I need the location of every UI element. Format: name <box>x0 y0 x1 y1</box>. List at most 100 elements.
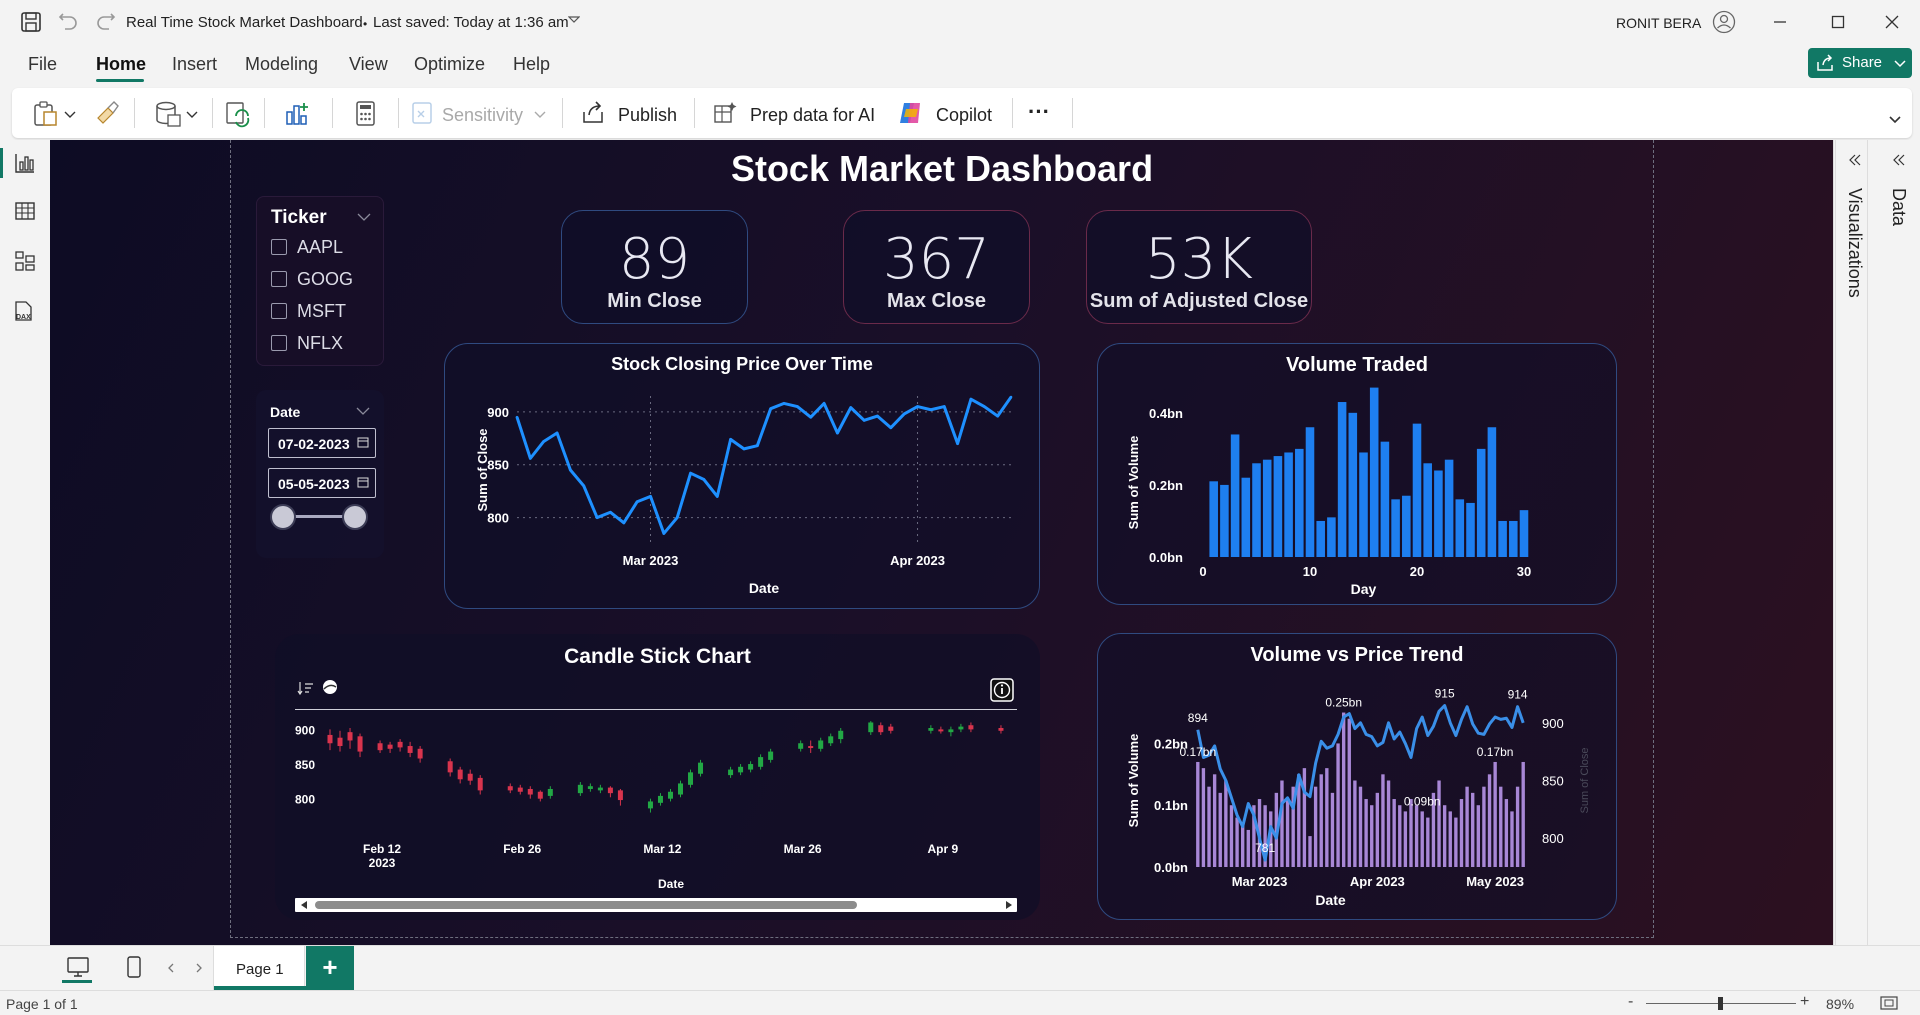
maximize-icon[interactable] <box>1830 14 1846 30</box>
page-tab-page-1[interactable]: Page 1 <box>213 946 306 990</box>
publish-button[interactable]: Publish <box>572 94 690 132</box>
candle-body <box>678 783 683 795</box>
candle-body <box>587 786 593 789</box>
expand-pane-icon[interactable] <box>1892 154 1906 166</box>
close-icon[interactable] <box>1884 14 1900 30</box>
active-tab-indicator <box>96 79 144 82</box>
chevron-down-icon[interactable] <box>64 110 76 120</box>
prep-data-icon <box>714 102 737 123</box>
previous-page-icon[interactable] <box>166 963 176 973</box>
get-data-icon[interactable] <box>154 100 182 128</box>
checkbox[interactable] <box>271 335 287 351</box>
ticker-label: NFLX <box>297 333 344 353</box>
report-canvas[interactable]: Stock Market Dashboard Ticker AAPL GOOG … <box>50 140 1833 946</box>
calculator-icon[interactable] <box>354 100 378 128</box>
data-pane-tab[interactable]: Data <box>1886 188 1914 248</box>
calendar-icon[interactable] <box>357 476 369 488</box>
next-page-icon[interactable] <box>194 963 204 973</box>
y-axis-label: Sum of Volume <box>1126 436 1141 530</box>
closing-price-chart[interactable]: Stock Closing Price Over Time 800 850 900 M… <box>444 343 1040 609</box>
kpi-value: 53K <box>1145 227 1253 292</box>
volume-bar <box>1302 768 1307 867</box>
menu-help[interactable]: Help <box>513 54 551 74</box>
model-view-icon[interactable] <box>14 250 36 272</box>
visualizations-pane-tab[interactable]: Visualizations <box>1842 188 1870 328</box>
volume-bar <box>1521 761 1525 867</box>
start-date-input[interactable]: 07-02-2023 <box>268 428 376 458</box>
mobile-layout-icon[interactable] <box>126 956 142 978</box>
zoom-level[interactable]: 89% <box>1826 996 1855 1012</box>
chevron-down-icon[interactable] <box>568 14 580 26</box>
kpi-card-sum-adjusted-close[interactable]: 53K Sum of Adjusted Close <box>1086 210 1312 324</box>
info-icon[interactable] <box>990 678 1014 702</box>
ticker-label: MSFT <box>297 301 346 321</box>
theme-toggle-icon[interactable] <box>321 678 339 696</box>
range-end-handle[interactable] <box>342 504 368 530</box>
minimize-icon[interactable] <box>1772 14 1788 30</box>
ticker-option-goog[interactable]: GOOG <box>271 269 353 290</box>
menu-home[interactable]: Home <box>96 54 147 74</box>
desktop-layout-icon[interactable] <box>66 956 90 978</box>
paste-icon[interactable] <box>32 100 60 128</box>
undo-icon[interactable] <box>58 12 78 32</box>
kpi-value: 89 <box>618 227 691 292</box>
expand-pane-icon[interactable] <box>1848 154 1862 166</box>
last-saved[interactable]: Last saved: Today at 1:36 am <box>373 14 569 31</box>
end-date-input[interactable]: 05-05-2023 <box>268 468 376 498</box>
calendar-icon[interactable] <box>357 436 369 448</box>
redo-icon[interactable] <box>96 12 116 32</box>
ticker-option-msft[interactable]: MSFT <box>271 301 346 322</box>
date-range-track <box>282 515 354 518</box>
data-point <box>849 406 853 409</box>
horizontal-scrollbar[interactable] <box>295 898 1017 912</box>
range-start-handle[interactable] <box>270 504 296 530</box>
table-view-icon[interactable] <box>14 200 36 222</box>
checkbox[interactable] <box>271 303 287 319</box>
zoom-slider-thumb[interactable] <box>1718 997 1723 1010</box>
volume-bar <box>1392 799 1396 867</box>
format-painter-icon[interactable] <box>94 100 120 126</box>
chevron-down-icon[interactable] <box>356 406 370 416</box>
ticker-option-aapl[interactable]: AAPL <box>271 237 343 258</box>
data-point <box>822 402 826 405</box>
menu-file[interactable]: File <box>28 54 58 74</box>
sort-icon[interactable] <box>297 680 315 696</box>
menu-modeling[interactable]: Modeling <box>245 54 319 74</box>
candlestick-chart[interactable]: Candle Stick Chart 800 850 900 Feb 12 2023 Fe… <box>275 634 1040 920</box>
expand-ribbon-icon[interactable] <box>1888 114 1902 126</box>
data-point <box>809 415 813 419</box>
scroll-left-icon[interactable] <box>299 900 309 910</box>
copilot-button[interactable]: Copilot <box>884 94 1004 132</box>
menu-insert[interactable]: Insert <box>172 54 218 74</box>
checkbox[interactable] <box>271 271 287 287</box>
zoom-in-button[interactable]: + <box>1800 993 1810 1010</box>
fit-to-page-icon[interactable] <box>1880 996 1898 1010</box>
zoom-out-button[interactable]: - <box>1628 993 1634 1010</box>
data-point <box>902 412 906 416</box>
dax-query-view-icon[interactable]: DAX <box>12 300 38 324</box>
prep-data-button[interactable]: Prep data for AI <box>702 94 882 132</box>
refresh-icon[interactable] <box>224 100 252 128</box>
chevron-down-icon[interactable] <box>357 212 371 222</box>
ticker-option-nflx[interactable]: NFLX <box>271 333 343 354</box>
kpi-card-max-close[interactable]: 367 Max Close <box>843 210 1030 324</box>
share-button[interactable]: Share <box>1808 48 1912 78</box>
account-icon[interactable] <box>1712 10 1736 34</box>
menu-view[interactable]: View <box>349 54 388 74</box>
kpi-card-min-close[interactable]: 89 Min Close <box>561 210 748 324</box>
scroll-right-icon[interactable] <box>1004 900 1014 910</box>
volume-vs-price-chart[interactable]: Volume vs Price Trend 0.0bn 0.1bn 0.2bn 800… <box>1097 633 1617 920</box>
scrollbar-thumb[interactable] <box>315 901 857 909</box>
y-tick-label: 900 <box>487 405 509 420</box>
menu-optimize[interactable]: Optimize <box>414 54 486 74</box>
x-axis-label: Date <box>658 877 684 891</box>
chevron-down-icon[interactable] <box>186 110 198 120</box>
save-icon[interactable] <box>20 11 42 33</box>
data-label: 914 <box>1508 688 1528 702</box>
checkbox[interactable] <box>271 239 287 255</box>
add-page-button[interactable]: + <box>306 946 354 990</box>
report-view-icon[interactable] <box>14 152 36 174</box>
volume-traded-chart[interactable]: Volume Traded 0.0bn 0.2bn 0.4bn 0 10 20 30 Day S… <box>1097 343 1617 605</box>
more-options-button[interactable]: ··· <box>1028 99 1050 124</box>
new-visual-icon[interactable] <box>284 100 312 128</box>
